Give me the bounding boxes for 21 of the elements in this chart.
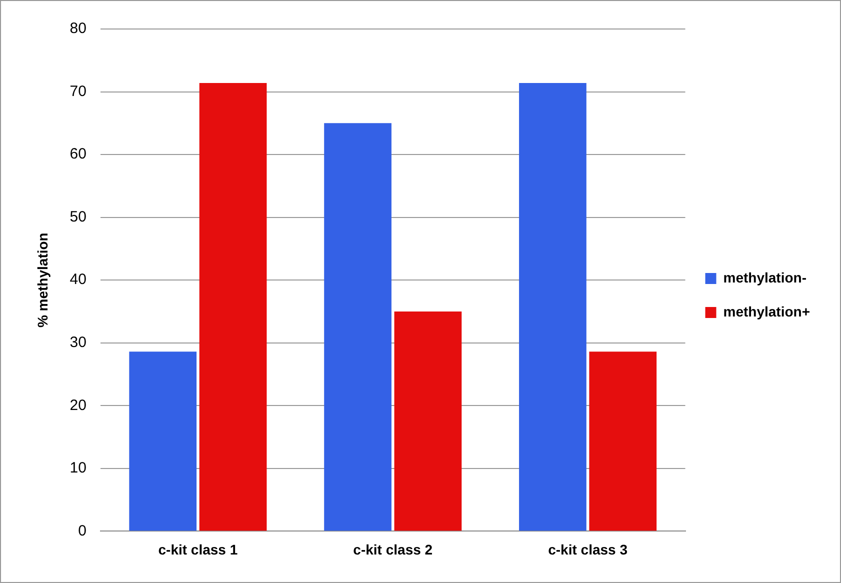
x-tick-label: c-kit class 1 — [158, 541, 238, 558]
legend-label: methylation- — [723, 269, 807, 286]
bar — [589, 352, 657, 531]
y-tick-label: 70 — [70, 82, 86, 100]
y-tick-label: 30 — [70, 334, 86, 352]
x-tick-label: c-kit class 2 — [353, 541, 433, 558]
y-tick-label: 20 — [70, 396, 86, 414]
bar — [394, 311, 462, 531]
y-tick-label: 0 — [78, 522, 86, 540]
y-axis-title: % methylation — [34, 232, 50, 328]
y-tick-label: 60 — [70, 146, 86, 163]
x-tick-label: c-kit class 3 — [548, 541, 628, 558]
y-tick-label: 10 — [70, 460, 86, 477]
legend-label: methylation+ — [723, 303, 810, 320]
y-tick-label: 40 — [70, 271, 86, 288]
bar — [129, 352, 197, 531]
y-tick-label: 50 — [70, 208, 86, 226]
y-tick-label: 80 — [70, 20, 86, 38]
bar — [519, 82, 586, 531]
bar — [324, 123, 392, 531]
bar — [199, 82, 267, 531]
